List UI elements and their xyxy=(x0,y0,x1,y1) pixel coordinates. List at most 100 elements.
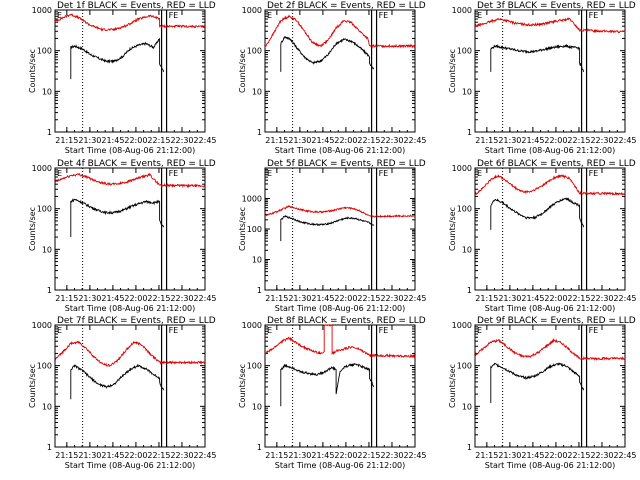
panel-9: Det 9f BLACK = Events, RED = LLD 1 10 100 10… xyxy=(448,316,637,470)
x-tick-label: 22:00 xyxy=(334,136,357,145)
x-tick-label: 22:15 xyxy=(357,451,380,460)
x-tick-label: 22:45 xyxy=(403,294,426,303)
y-tick-label: 1000 xyxy=(452,164,472,173)
x-tick-label: 21:30 xyxy=(498,136,521,145)
y-tick-label: 1000 xyxy=(32,164,52,173)
y-axis-label: Counts/sec xyxy=(238,364,247,408)
x-tick-label: 22:15 xyxy=(147,451,170,460)
plot-frame xyxy=(264,167,416,291)
x-tick-label: 22:00 xyxy=(544,451,567,460)
plot-frame xyxy=(54,167,206,291)
events-series-line xyxy=(70,198,165,238)
panel-title: Det 7f BLACK = Events, RED = LLD xyxy=(57,316,216,326)
x-tick-label: 21:15 xyxy=(265,136,288,145)
x-tick-label: 21:15 xyxy=(55,294,78,303)
panel-title: Det 9f BLACK = Events, RED = LLD xyxy=(477,316,636,326)
x-tick-label: 22:45 xyxy=(193,294,216,303)
x-tick-label: 22:00 xyxy=(124,451,147,460)
x-axis-label: Start Time (08-Aug-06 21:12:00) xyxy=(485,461,616,470)
x-tick-label: 21:30 xyxy=(498,294,521,303)
panel-1: Det 1f BLACK = Events, RED = LLD 1 10 100 10… xyxy=(28,1,217,155)
event-marker-label: E xyxy=(477,169,482,178)
y-tick-label: 1000 xyxy=(242,6,262,15)
x-tick-label: 22:15 xyxy=(357,136,380,145)
event-marker-label: E xyxy=(477,326,482,335)
x-tick-label: 21:30 xyxy=(288,294,311,303)
lld-series-line xyxy=(54,13,206,32)
x-tick-label: 21:15 xyxy=(475,294,498,303)
event-marker-label: E xyxy=(57,169,62,178)
x-tick-label: 22:45 xyxy=(613,451,636,460)
flare-end-marker-label: FE xyxy=(589,326,599,335)
x-tick-label: 22:45 xyxy=(403,136,426,145)
panel-title: Det 2f BLACK = Events, RED = LLD xyxy=(267,1,426,11)
x-tick-label: 21:15 xyxy=(265,451,288,460)
lld-series-line xyxy=(475,17,626,34)
plot-frame xyxy=(54,324,206,448)
y-tick-label: 10 xyxy=(42,87,52,96)
panel-5: Det 5f BLACK = Events, RED = LLD 1 10 100 10… xyxy=(238,159,427,313)
x-tick-label: 22:45 xyxy=(193,451,216,460)
events-series-line xyxy=(70,363,165,400)
y-tick-label: 1 xyxy=(467,286,472,295)
panel-3: Det 3f BLACK = Events, RED = LLD 1 10 100 10… xyxy=(448,1,637,155)
flare-end-marker-label: FE xyxy=(379,169,389,178)
event-marker-label: E xyxy=(267,326,272,335)
panel-4: Det 4f BLACK = Events, RED = LLD 1 10 100 10… xyxy=(28,159,217,313)
x-tick-label: 22:00 xyxy=(124,136,147,145)
lld-series-line xyxy=(474,174,626,196)
x-tick-label: 22:45 xyxy=(613,136,636,145)
x-axis-label: Start Time (08-Aug-06 21:12:00) xyxy=(485,304,616,313)
x-tick-label: 21:30 xyxy=(498,451,521,460)
panel-title: Det 4f BLACK = Events, RED = LLD xyxy=(57,159,216,169)
flare-end-marker-label: FE xyxy=(169,326,179,335)
flare-end-marker-label: FE xyxy=(379,11,389,20)
x-tick-label: 22:15 xyxy=(357,294,380,303)
x-tick-label: 22:30 xyxy=(590,136,613,145)
y-tick-label: 1000 xyxy=(32,321,52,330)
plot-frame xyxy=(264,9,416,133)
y-tick-label: 1 xyxy=(257,286,262,295)
x-tick-label: 22:30 xyxy=(170,294,193,303)
y-tick-label: 10 xyxy=(252,256,262,265)
x-tick-label: 22:30 xyxy=(380,451,403,460)
plot-frame xyxy=(474,324,626,448)
y-tick-label: 100 xyxy=(457,205,472,214)
x-tick-label: 21:45 xyxy=(521,136,544,145)
event-marker-label: E xyxy=(267,169,272,178)
y-axis-label: Counts/sec xyxy=(448,364,457,408)
lld-series-line xyxy=(54,172,206,189)
flare-end-marker-label: FE xyxy=(589,169,599,178)
x-tick-label: 21:30 xyxy=(78,294,101,303)
x-tick-label: 22:15 xyxy=(567,294,590,303)
lld-series-line xyxy=(264,204,416,219)
y-tick-label: 100 xyxy=(457,47,472,56)
y-tick-label: 10 xyxy=(42,402,52,411)
x-axis-label: Start Time (08-Aug-06 21:12:00) xyxy=(65,461,196,470)
event-marker-label: E xyxy=(477,11,482,20)
y-tick-label: 1 xyxy=(47,286,52,295)
lld-series-line xyxy=(264,14,416,49)
x-tick-label: 21:45 xyxy=(311,136,334,145)
event-marker-label: E xyxy=(57,326,62,335)
y-tick-label: 100 xyxy=(247,362,262,371)
y-tick-label: 100 xyxy=(37,205,52,214)
y-axis-label: Counts/sec xyxy=(28,49,37,93)
y-axis-label: Counts/sec xyxy=(448,207,457,251)
x-axis-label: Start Time (08-Aug-06 21:12:00) xyxy=(65,146,196,155)
x-tick-label: 22:30 xyxy=(590,451,613,460)
x-axis-label: Start Time (08-Aug-06 21:12:00) xyxy=(275,304,406,313)
y-tick-label: 1 xyxy=(257,128,262,137)
plot-frame xyxy=(264,324,416,448)
x-tick-label: 22:45 xyxy=(403,451,426,460)
x-tick-label: 21:15 xyxy=(265,294,288,303)
panel-8: Det 8f BLACK = Events, RED = LLD 1 10 100 10… xyxy=(238,316,427,470)
y-tick-label: 1000 xyxy=(242,195,262,204)
x-tick-label: 22:15 xyxy=(147,136,170,145)
y-tick-label: 1 xyxy=(47,128,52,137)
plot-frame xyxy=(54,9,206,133)
y-tick-label: 100 xyxy=(37,362,52,371)
x-tick-label: 21:45 xyxy=(521,451,544,460)
y-tick-label: 1 xyxy=(467,128,472,137)
